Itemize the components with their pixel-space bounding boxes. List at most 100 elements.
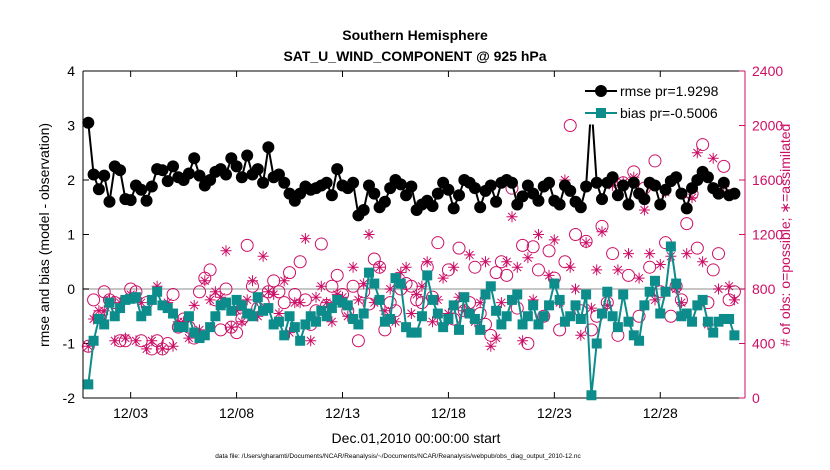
chart-subtitle: SAT_U_WIND_COMPONENT @ 925 hPa — [283, 48, 546, 64]
possible-obs-point — [81, 339, 95, 353]
rmse-markers — [82, 97, 741, 222]
bias-point — [628, 330, 639, 341]
assimilated-obs-point — [638, 204, 650, 216]
rmse-point — [712, 187, 725, 200]
bias-point — [729, 330, 740, 341]
y-tick-label: -1 — [63, 336, 76, 352]
rmse-point — [82, 116, 95, 129]
assimilated-obs-point — [209, 286, 221, 298]
y2-tick-label: 800 — [752, 281, 776, 297]
bias-point — [713, 316, 724, 327]
bias-point — [168, 308, 179, 319]
assimilated-obs-point — [379, 305, 391, 317]
bias-point — [226, 305, 237, 316]
rmse-point — [405, 180, 418, 193]
bias-point — [93, 313, 104, 324]
rmse-point — [590, 176, 603, 189]
possible-obs-point — [468, 260, 482, 274]
possible-obs-point — [542, 244, 556, 258]
rmse-point — [453, 189, 466, 202]
y-tick-label: 0 — [67, 281, 75, 297]
plot-area: -2 -1 0 1 2 3 4 0 400 800 1200 1600 2000 2400 12/03 12/… — [63, 63, 784, 421]
rmse-point — [320, 176, 333, 189]
rmse-point — [262, 141, 275, 154]
bias-point — [612, 322, 623, 333]
possible-obs-point — [690, 241, 704, 255]
possible-obs-point — [680, 217, 694, 231]
bias-point — [416, 311, 427, 322]
bias-point — [215, 300, 226, 311]
assimilated-obs-point — [527, 294, 539, 306]
bias-point — [406, 327, 417, 338]
bias-point — [411, 327, 422, 338]
bias-point — [305, 311, 316, 322]
bias-point — [538, 311, 549, 322]
assimilated-obs-point — [633, 272, 645, 284]
bias-point — [374, 294, 385, 305]
bias-point — [162, 303, 173, 314]
possible-obs-point — [526, 240, 540, 254]
rmse-point — [92, 183, 105, 196]
bias-point — [141, 305, 152, 316]
bias-point — [512, 289, 523, 300]
assimilated-obs-point — [495, 297, 507, 309]
possible-obs-point — [537, 309, 551, 323]
rmse-point — [516, 190, 529, 203]
bias-point — [295, 335, 306, 346]
rmse-point — [468, 182, 481, 195]
assimilated-obs-point — [432, 294, 444, 306]
assimilated-obs-point — [686, 192, 698, 204]
possible-obs-point — [717, 159, 731, 173]
assimilated-obs-point — [88, 313, 100, 325]
possible-obs-point — [478, 317, 492, 331]
assimilated-obs-point — [358, 278, 370, 290]
rmse-point — [235, 171, 248, 184]
bias-point — [422, 270, 433, 281]
rmse-point — [357, 203, 370, 216]
assimilated-obs-point — [268, 288, 280, 300]
bias-point — [623, 316, 634, 327]
bias-point — [332, 294, 343, 305]
assimilated-obs-point — [252, 310, 264, 322]
rmse-point — [257, 176, 270, 189]
bias-point — [528, 300, 539, 311]
assimilated-obs-point — [247, 275, 258, 287]
bias-point — [681, 308, 692, 319]
assimilated-obs-point — [331, 288, 343, 300]
possible-obs-point — [431, 236, 445, 250]
bias-point — [443, 313, 454, 324]
assimilated-obs-point — [310, 291, 322, 303]
assimilated-obs-point — [601, 299, 613, 311]
possible-obs-point — [267, 274, 281, 288]
bias-point — [104, 297, 115, 308]
x-axis-label: Dec.01,2010 00:00:00 start — [332, 430, 501, 446]
bias-point — [649, 275, 660, 286]
rmse-point — [638, 193, 651, 206]
bias-point — [544, 300, 555, 311]
assimilated-obs-point — [225, 321, 237, 333]
bias-point — [369, 278, 380, 289]
possible-obs-point — [87, 293, 101, 307]
assimilated-obs-point — [533, 229, 544, 240]
assimilated-obs-point — [390, 316, 401, 328]
rmse-point — [553, 198, 566, 211]
assimilated-obs-point — [596, 226, 608, 238]
possible-obs-point — [293, 255, 307, 269]
assimilated-obs-point — [697, 256, 709, 268]
bias-point — [379, 316, 390, 327]
possible-obs-point — [696, 138, 710, 152]
bias-point — [655, 308, 666, 319]
assimilated-obs-point — [262, 286, 274, 298]
possible-obs-point — [648, 154, 662, 168]
bias-point — [157, 300, 168, 311]
rmse-point — [331, 163, 344, 176]
rmse-point — [394, 178, 407, 191]
assimilated-obs-point — [167, 340, 179, 352]
rmse-point — [124, 194, 137, 207]
assimilated-obs-point — [241, 294, 253, 306]
legend-rmse-label: rmse pr=1.9298 — [620, 83, 719, 99]
possible-obs-point — [521, 337, 535, 350]
possible-obs-point — [584, 323, 598, 337]
assimilated-obs-point — [490, 332, 502, 344]
